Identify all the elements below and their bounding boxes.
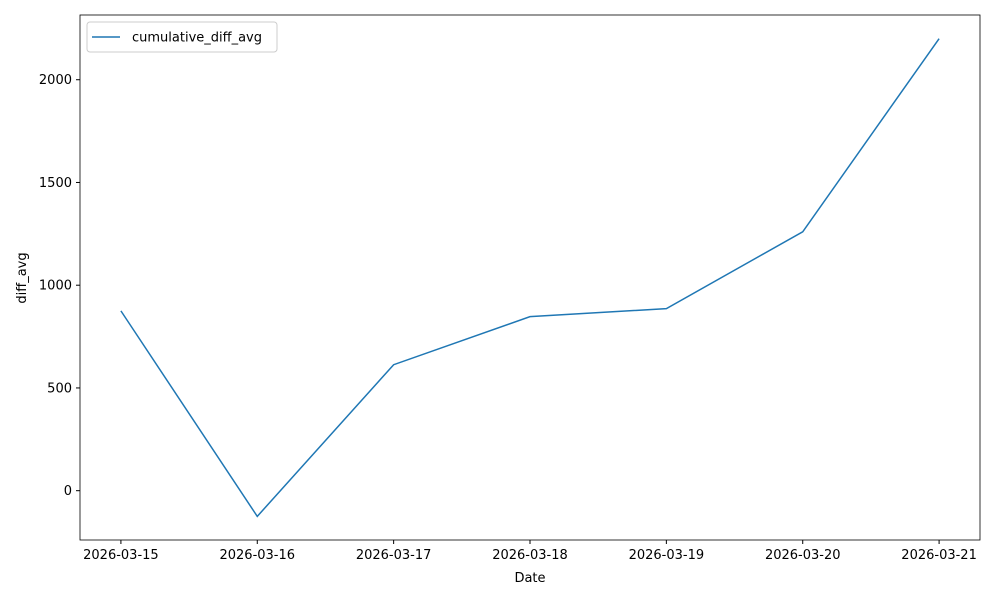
x-tick-label: 2026-03-21 [901,548,977,563]
plot-frame [79,14,981,541]
y-tick-label: 500 [47,381,72,396]
x-tick-label: 2026-03-17 [356,548,432,563]
x-axis-label: Date [514,571,545,586]
y-tick-label: 1500 [39,176,72,191]
x-tick-label: 2026-03-15 [83,548,159,563]
legend-label: cumulative_diff_avg [132,31,262,46]
x-tick-label: 2026-03-19 [629,548,705,563]
line [120,38,940,518]
legend-box [86,21,278,53]
x-tick-label: 2026-03-16 [219,548,295,563]
y-tick-label: 0 [64,484,72,499]
y-tick-label: 1000 [39,279,72,294]
x-tick-label: 2026-03-18 [492,548,568,563]
y-axis-label: diff_avg [15,252,30,303]
y-tick-label: 2000 [39,73,72,88]
x-tick-label: 2026-03-20 [765,548,841,563]
